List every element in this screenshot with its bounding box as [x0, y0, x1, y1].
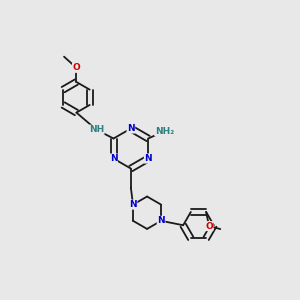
Text: N: N [129, 200, 137, 209]
Text: N: N [127, 124, 135, 133]
Text: O: O [205, 222, 213, 231]
Text: NH₂: NH₂ [155, 127, 174, 136]
Text: NH: NH [89, 125, 104, 134]
Text: N: N [110, 154, 117, 163]
Text: O: O [73, 63, 80, 72]
Text: N: N [157, 216, 165, 225]
Text: N: N [144, 154, 152, 163]
